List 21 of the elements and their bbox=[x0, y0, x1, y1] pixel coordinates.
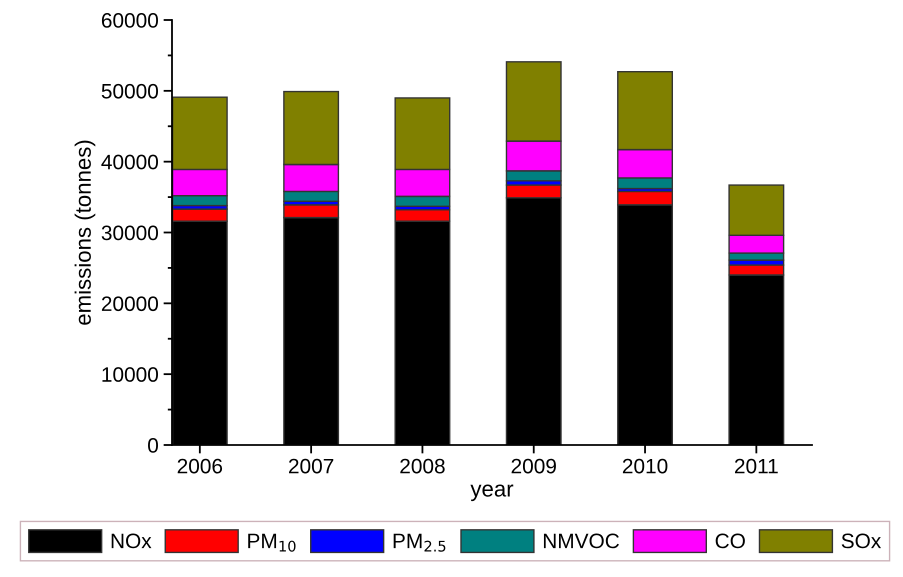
x-tick-label: 2006 bbox=[178, 458, 222, 474]
x-tick-label: 2007 bbox=[289, 458, 334, 474]
y-tick-label: 30000 bbox=[102, 226, 158, 240]
legend-label: CO bbox=[716, 534, 745, 548]
x-axis-title: year bbox=[470, 484, 514, 502]
legend-label: SOx bbox=[842, 534, 882, 548]
y-tick-label: 50000 bbox=[102, 84, 158, 99]
y-tick-label: 0 bbox=[148, 438, 158, 453]
legend-label: NMVOC bbox=[544, 534, 619, 548]
x-tick-label: 2008 bbox=[400, 458, 445, 474]
y-tick-label: 60000 bbox=[102, 13, 158, 28]
x-tick-label: 2010 bbox=[622, 458, 668, 474]
y-tick-label: 40000 bbox=[101, 154, 158, 170]
x-tick-label: 2009 bbox=[512, 458, 556, 474]
x-tick-label: 2011 bbox=[734, 458, 778, 474]
legend-label: NOx bbox=[112, 534, 152, 548]
y-axis-title: emissions (tonnes) bbox=[74, 140, 96, 325]
legend-label: PM$_{2.5}$ bbox=[394, 534, 446, 552]
y-tick-label: 10000 bbox=[102, 367, 158, 382]
y-tick-label: 20000 bbox=[102, 296, 158, 312]
legend-label: PM$_{10}$ bbox=[248, 534, 296, 552]
